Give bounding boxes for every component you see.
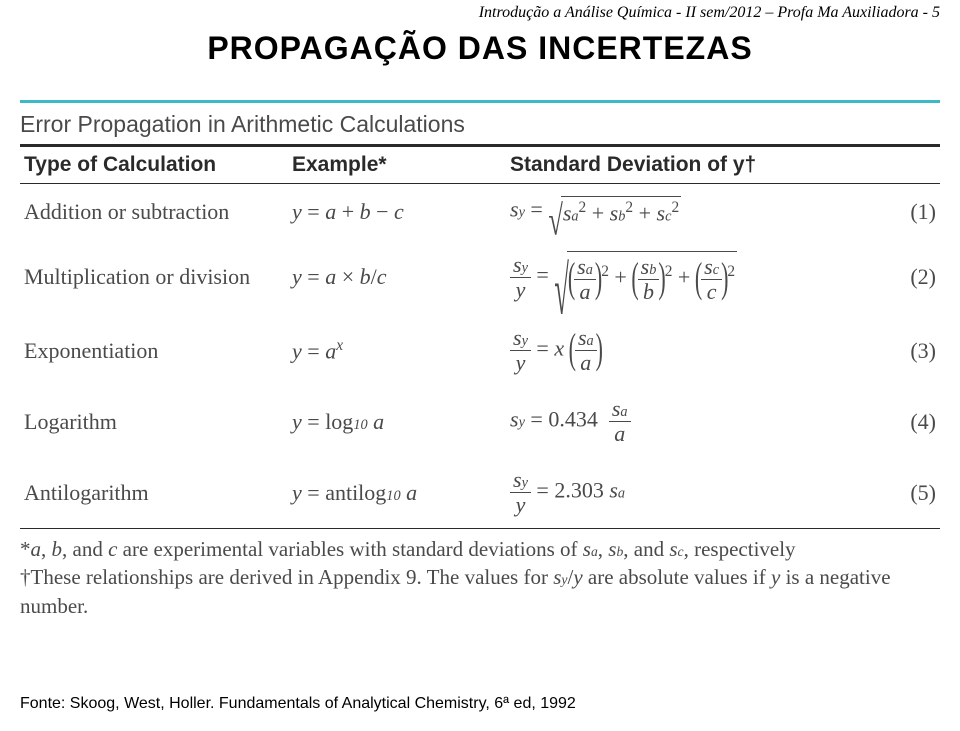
accent-rule: [20, 100, 940, 103]
error-propagation-table: Error Propagation in Arithmetic Calculat…: [20, 100, 940, 620]
cell-example: y = ax: [288, 315, 506, 386]
cell-sd: syy = √ (saa)2 + (sbb)2 + (scc)2: [506, 239, 882, 315]
cell-example: y = log10 a: [288, 386, 506, 457]
section-title: Error Propagation in Arithmetic Calculat…: [20, 107, 940, 144]
page-header: Introdução a Análise Química - II sem/20…: [479, 4, 940, 22]
propagation-table: Type of Calculation Example* Standard De…: [20, 147, 940, 529]
footnote-2: †These relationships are derived in Appe…: [20, 563, 940, 620]
table-row: Multiplication or division y = a × b/c s…: [20, 239, 940, 315]
cell-example: y = antilog10 a: [288, 457, 506, 528]
cell-sd: sy = 0.434 saa: [506, 386, 882, 457]
table-row: Exponentiation y = ax syy = x (saa) (3): [20, 315, 940, 386]
cell-sd: sy = √ sa2 + sb2 + sc2: [506, 184, 882, 239]
table-row: Antilogarithm y = antilog10 a syy = 2.30…: [20, 457, 940, 528]
sqrt-icon: √ (saa)2 + (sbb)2 + (scc)2: [554, 251, 737, 303]
cell-type: Antilogarithm: [20, 457, 288, 528]
cell-eqnum: (2): [882, 239, 940, 315]
cell-eqnum: (1): [882, 184, 940, 239]
col-example: Example*: [288, 147, 506, 183]
table-header-row: Type of Calculation Example* Standard De…: [20, 147, 940, 183]
page-title: PROPAGAÇÃO DAS INCERTEZAS: [0, 30, 960, 67]
document-page: Introdução a Análise Química - II sem/20…: [0, 0, 960, 731]
table-row: Addition or subtraction y = a + b − c sy…: [20, 184, 940, 239]
col-type: Type of Calculation: [20, 147, 288, 183]
col-eqnum: [882, 147, 940, 183]
cell-type: Exponentiation: [20, 315, 288, 386]
cell-type: Logarithm: [20, 386, 288, 457]
cell-eqnum: (5): [882, 457, 940, 528]
cell-type: Multiplication or division: [20, 239, 288, 315]
footnote-1: *a, b, and c are experimental variables …: [20, 535, 940, 563]
footnotes: *a, b, and c are experimental variables …: [20, 529, 940, 620]
cell-eqnum: (4): [882, 386, 940, 457]
cell-sd: syy = 2.303 sa: [506, 457, 882, 528]
table-row: Logarithm y = log10 a sy = 0.434 saa (4): [20, 386, 940, 457]
cell-example: y = a × b/c: [288, 239, 506, 315]
cell-eqnum: (3): [882, 315, 940, 386]
source-citation: Fonte: Skoog, West, Holler. Fundamentals…: [20, 695, 576, 713]
sqrt-icon: √ sa2 + sb2 + sc2: [548, 196, 681, 227]
cell-type: Addition or subtraction: [20, 184, 288, 239]
col-sd: Standard Deviation of y†: [506, 147, 882, 183]
cell-example: y = a + b − c: [288, 184, 506, 239]
